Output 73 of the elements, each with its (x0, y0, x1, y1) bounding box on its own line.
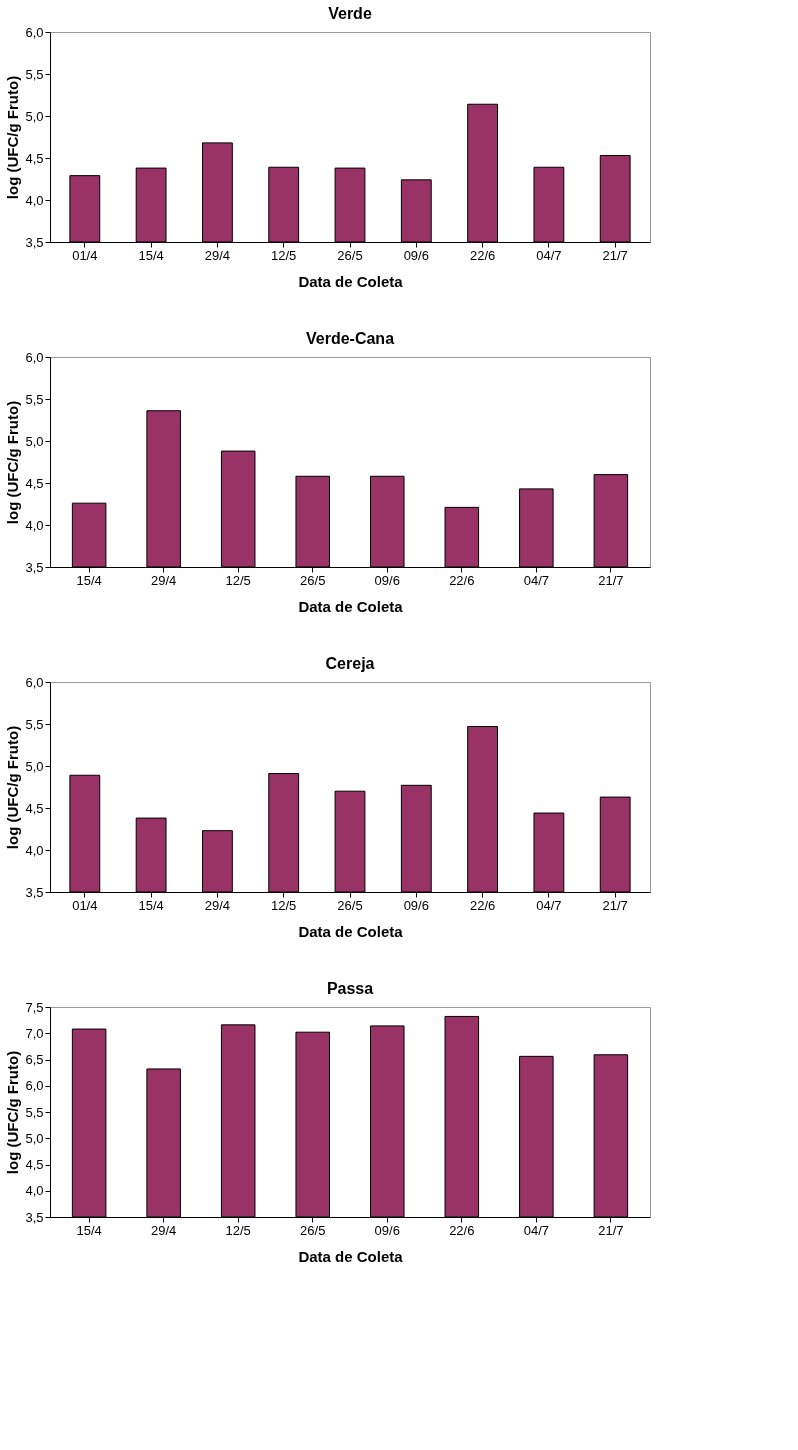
x-tick-label: 22/6 (469, 897, 496, 913)
x-tick-label: 04/7 (523, 1222, 549, 1238)
y-tick-label: 5,0 (25, 433, 44, 449)
y-tick-label: 6,0 (25, 1078, 44, 1094)
x-tick-label: 15/4 (138, 247, 164, 263)
y-tick-label: 4,5 (25, 1157, 44, 1172)
y-tick-label: 3,5 (25, 884, 44, 900)
x-tick-label: 15/4 (138, 897, 164, 913)
x-tick-label: 29/4 (151, 572, 177, 588)
chart-title: Passa (326, 980, 374, 997)
x-tick-label: 21/7 (602, 897, 628, 913)
x-tick-label: 12/5 (225, 1222, 251, 1238)
x-tick-label: 01/4 (72, 247, 98, 263)
y-tick-label: 5,5 (25, 1104, 44, 1120)
x-tick-label: 15/4 (76, 572, 102, 588)
x-tick-label: 26/5 (337, 247, 363, 263)
x-tick-label: 29/4 (204, 247, 231, 263)
y-axis-title: log (UFC/g Fruto) (4, 75, 22, 200)
x-axis-title: Data de Coleta (298, 1247, 404, 1265)
y-tick-label: 5,0 (25, 108, 44, 124)
y-tick-label: 4,5 (25, 800, 44, 816)
y-tick-label: 4,5 (25, 150, 44, 166)
x-tick-label: 04/7 (536, 897, 562, 913)
x-tick-label: 26/5 (300, 1222, 326, 1238)
x-axis-title: Data de Coleta (298, 597, 404, 615)
y-tick-label: 5,0 (25, 1130, 44, 1146)
x-tick-label: 22/6 (469, 247, 496, 263)
x-tick-label: 12/5 (225, 572, 251, 588)
chart-title: Verde-Cana (305, 330, 395, 347)
y-tick-label: 4,5 (25, 475, 44, 491)
x-tick-label: 22/6 (449, 1222, 475, 1238)
y-tick-label: 5,5 (25, 66, 44, 82)
x-tick-label: 29/4 (204, 897, 231, 913)
x-axis-title: Data de Coleta (298, 922, 404, 940)
x-tick-label: 26/5 (337, 897, 363, 913)
x-tick-label: 21/7 (602, 247, 628, 263)
y-tick-label: 3,5 (25, 1209, 44, 1225)
y-tick-label: 6,0 (25, 24, 44, 40)
x-axis-title: Data de Coleta (298, 272, 404, 290)
x-tick-label: 12/5 (271, 247, 297, 263)
y-tick-label: 5,0 (25, 758, 44, 774)
y-tick-label: 5,5 (25, 391, 44, 407)
x-tick-label: 29/4 (151, 1222, 177, 1238)
y-axis-title: log (UFC/g Fruto) (4, 725, 22, 850)
x-tick-label: 09/6 (403, 247, 429, 263)
x-tick-label: 09/6 (403, 897, 429, 913)
y-axis-title: log (UFC/g Fruto) (4, 400, 22, 525)
y-tick-label: 4,0 (25, 192, 44, 208)
x-tick-label: 01/4 (72, 897, 98, 913)
chart-title: Cereja (325, 655, 375, 672)
y-axis-title: log (UFC/g Fruto) (4, 1050, 22, 1175)
y-tick-label: 7,5 (25, 999, 44, 1015)
x-tick-label: 22/6 (449, 572, 475, 588)
y-tick-label: 7,0 (25, 1025, 44, 1041)
x-tick-label: 26/5 (300, 572, 326, 588)
y-tick-label: 3,5 (25, 234, 44, 250)
y-tick-label: 6,5 (25, 1052, 44, 1067)
x-tick-label: 15/4 (76, 1222, 102, 1238)
y-tick-label: 4,0 (25, 517, 44, 533)
x-tick-label: 09/6 (374, 1222, 400, 1238)
y-tick-label: 4,0 (25, 1183, 44, 1199)
y-tick-label: 5,5 (25, 716, 44, 732)
y-tick-label: 3,5 (25, 559, 44, 575)
x-tick-label: 21/7 (598, 1222, 624, 1238)
x-tick-label: 21/7 (598, 572, 624, 588)
y-tick-label: 4,0 (25, 842, 44, 858)
y-tick-label: 6,0 (25, 349, 44, 365)
x-tick-label: 12/5 (271, 897, 297, 913)
x-tick-label: 04/7 (523, 572, 549, 588)
chart-title: Verde (328, 5, 372, 22)
y-tick-label: 6,0 (25, 674, 44, 690)
x-tick-label: 04/7 (536, 247, 562, 263)
x-tick-label: 09/6 (374, 572, 400, 588)
